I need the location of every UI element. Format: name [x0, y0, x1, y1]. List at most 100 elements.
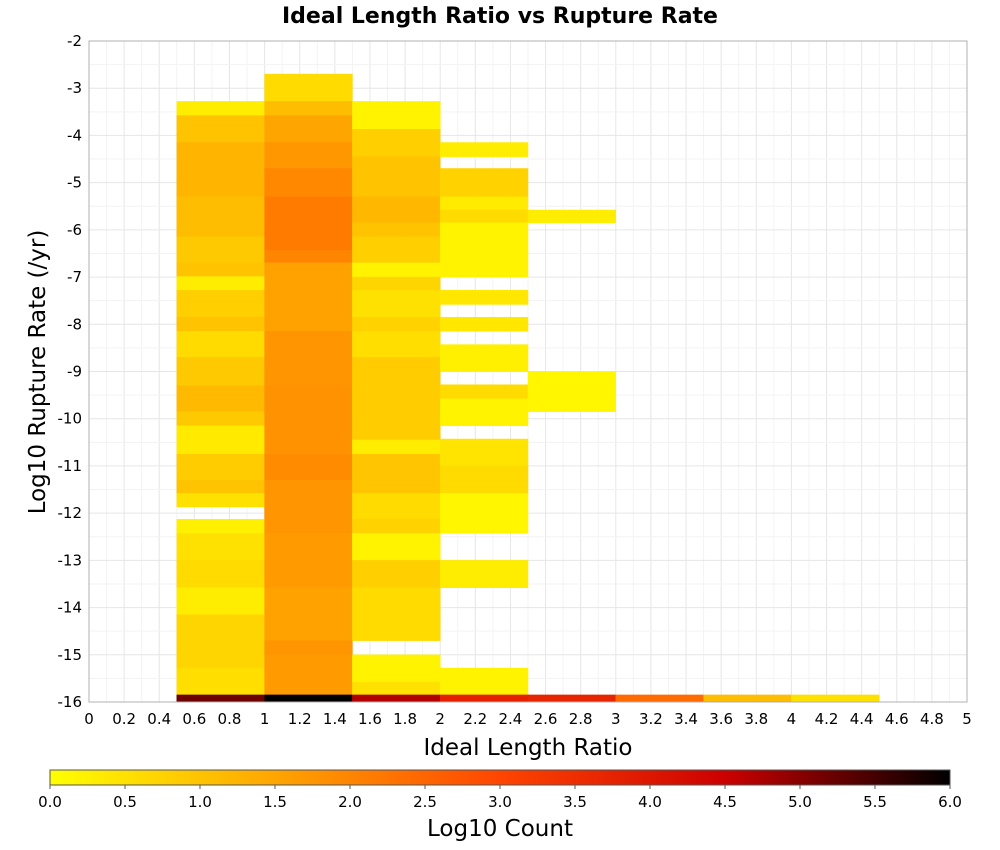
- x-tick-label: 4.4: [850, 710, 874, 728]
- y-tick-label: -2: [67, 32, 82, 50]
- heatmap-cell: [352, 316, 441, 332]
- y-axis-label: Log10 Rupture Rate (/yr): [25, 230, 51, 515]
- x-tick-label: 3.6: [709, 710, 733, 728]
- heatmap-cell: [176, 425, 265, 455]
- heatmap-cell: [439, 398, 529, 427]
- colorbar-tick-label: 4.5: [713, 793, 737, 811]
- x-tick-label: 2: [435, 710, 445, 728]
- heatmap-cell: [264, 196, 353, 251]
- x-axis-ticks: 0 0.2 0.4 0.6 0.8 1 1.2 1.4 1.6 1.8 2 2.2 2.4 2.6 2.8 3…: [84, 710, 972, 728]
- heatmap-cell: [264, 587, 353, 641]
- x-tick-label: 0.6: [182, 710, 206, 728]
- heatmap-cell: [264, 385, 353, 455]
- x-tick-label: 4.8: [920, 710, 944, 728]
- heatmap-cell: [439, 694, 529, 703]
- x-tick-label: 0.8: [218, 710, 242, 728]
- heatmap-cell: [176, 493, 265, 508]
- heatmap-cell: [264, 533, 353, 588]
- heatmap-cell: [439, 384, 529, 400]
- heatmap-cell: [352, 453, 441, 494]
- x-tick-label: 2.2: [463, 710, 487, 728]
- y-tick-label: -5: [67, 174, 82, 192]
- heatmap-cell: [352, 236, 441, 264]
- x-tick-label: 4: [787, 710, 797, 728]
- heatmap-cell: [176, 262, 265, 277]
- heatmap-cell: [439, 493, 529, 534]
- heatmap-cell: [176, 115, 265, 143]
- heatmap-cell: [703, 694, 792, 703]
- heatmap-cell: [439, 344, 529, 372]
- y-tick-label: -16: [58, 693, 83, 711]
- heatmap-cell: [264, 168, 353, 198]
- x-tick-label: 1.2: [288, 710, 312, 728]
- heatmap-cell: [615, 694, 704, 703]
- y-tick-label: -8: [67, 315, 82, 333]
- colorbar-tick-label: 1.0: [188, 793, 212, 811]
- heatmap-cell: [264, 262, 353, 332]
- heatmap-cell: [176, 479, 265, 494]
- heatmap-cell: [176, 236, 265, 264]
- colorbar-tick-label: 2.5: [413, 793, 437, 811]
- heatmap-cell: [352, 196, 441, 224]
- heatmap-cell: [352, 156, 441, 198]
- heatmap-cell: [352, 222, 441, 238]
- heatmap-cell: [439, 560, 529, 588]
- heatmap-cell: [264, 331, 353, 386]
- x-tick-label: 3.8: [744, 710, 768, 728]
- heatmap-cell: [352, 654, 441, 683]
- heatmap-cell: [352, 587, 441, 641]
- x-tick-label: 1.4: [323, 710, 347, 728]
- heatmap-cell: [264, 115, 353, 143]
- heatmap-cell: [264, 479, 353, 534]
- y-tick-label: -12: [58, 504, 83, 522]
- colorbar-tick-label: 1.5: [263, 793, 287, 811]
- y-tick-label: -10: [58, 410, 83, 428]
- y-tick-label: -7: [67, 268, 82, 286]
- heatmap-cell: [264, 654, 353, 696]
- y-tick-label: -15: [58, 646, 83, 664]
- heatmap-cell: [352, 694, 441, 703]
- heatmap-cell: [352, 129, 441, 157]
- heatmap-cell: [439, 209, 529, 224]
- x-axis-label: Ideal Length Ratio: [423, 735, 632, 761]
- heatmap-cell: [527, 371, 617, 412]
- x-tick-label: 3.2: [639, 710, 663, 728]
- colorbar-ticks: 0.0 0.5 1.0 1.5 2.0 2.5 3.0 3.5 4.0 4.5 5.0 5.5 6.0: [38, 785, 962, 811]
- heatmap-cell: [352, 357, 441, 441]
- x-tick-label: 1.8: [393, 710, 417, 728]
- x-tick-label: 3: [611, 710, 621, 728]
- colorbar-tick-label: 3.5: [563, 793, 587, 811]
- heatmap-cell: [352, 519, 441, 534]
- heatmap-cell: [176, 411, 265, 427]
- y-axis-ticks: -2 -3 -4 -5 -6 -7 -8 -9 -10 -11 -12 -13 -14 -15 -16: [58, 32, 83, 711]
- heatmap-cell: [176, 276, 265, 291]
- heatmap-cell: [352, 290, 441, 318]
- heatmap-cell: [352, 101, 441, 130]
- heatmap-cell: [176, 196, 265, 238]
- heatmap-cell: [439, 290, 529, 305]
- colorbar-tick-label: 6.0: [938, 793, 962, 811]
- heatmap-cell: [264, 640, 353, 656]
- y-tick-label: -9: [67, 363, 82, 381]
- y-tick-label: -6: [67, 221, 82, 239]
- heatmap-cell: [527, 209, 617, 224]
- heatmap-cell: [439, 465, 529, 494]
- heatmap-cell: [439, 316, 529, 332]
- heatmap-cell: [176, 453, 265, 481]
- heatmap-cell: [264, 142, 353, 169]
- heatmap-cell: [176, 290, 265, 318]
- heatmap-cell: [439, 168, 529, 198]
- y-tick-label: -3: [67, 79, 82, 97]
- heatmap-cell: [352, 493, 441, 520]
- heatmap-cell: [264, 694, 353, 703]
- heatmap-cell: [264, 249, 353, 264]
- x-tick-label: 1: [260, 710, 270, 728]
- y-tick-label: -14: [58, 599, 83, 617]
- heatmap-cell: [264, 73, 353, 102]
- heatmap-cells: [176, 73, 880, 703]
- heatmap-cell: [352, 331, 441, 358]
- colorbar-tick-label: 0.0: [38, 793, 62, 811]
- x-tick-label: 0.2: [112, 710, 136, 728]
- heatmap-cell: [352, 439, 441, 455]
